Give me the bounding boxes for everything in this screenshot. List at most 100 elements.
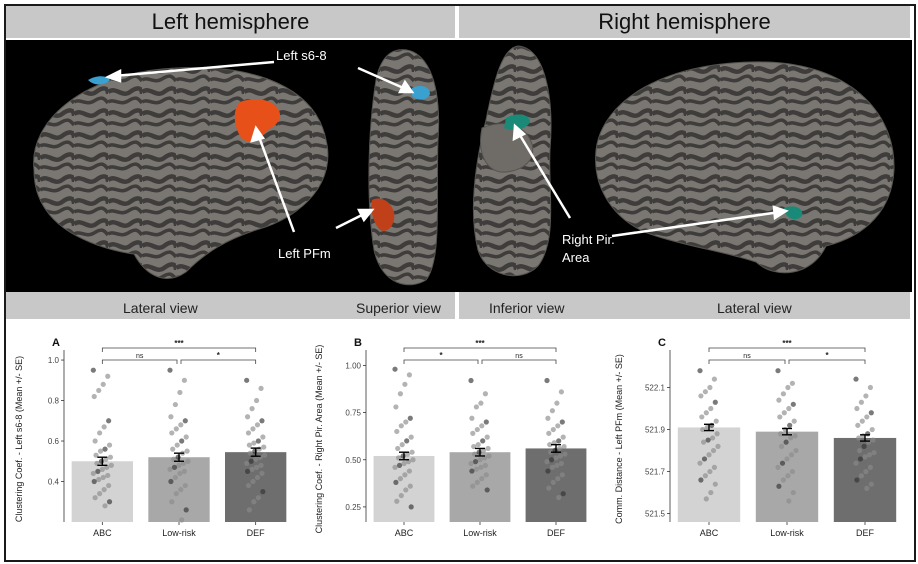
data-point xyxy=(101,487,107,493)
data-point xyxy=(473,466,479,472)
chart-c: C Comm. Distance - Left PFm (Mean +/- SE)… xyxy=(614,337,897,538)
data-point xyxy=(480,438,486,444)
data-point xyxy=(474,479,480,485)
data-point xyxy=(255,495,261,501)
data-point xyxy=(867,384,873,391)
data-point xyxy=(548,457,555,463)
data-point xyxy=(863,468,869,475)
data-point xyxy=(246,507,252,513)
data-point xyxy=(90,470,96,477)
data-point xyxy=(858,399,864,405)
data-point xyxy=(260,489,266,495)
significance-label: * xyxy=(825,351,829,360)
data-point xyxy=(250,478,256,485)
data-point xyxy=(701,439,707,445)
data-point xyxy=(392,366,398,372)
data-point xyxy=(104,464,110,470)
brain-renderings xyxy=(33,45,895,286)
data-point xyxy=(258,462,264,468)
bar-def xyxy=(525,448,587,522)
data-point xyxy=(866,452,873,458)
data-point xyxy=(711,464,717,470)
data-point xyxy=(105,373,111,379)
data-point xyxy=(484,487,490,493)
data-point xyxy=(172,474,178,481)
data-point xyxy=(553,455,559,461)
arrow-pir-inferior xyxy=(516,131,572,219)
data-point xyxy=(559,419,565,425)
significance-bracket xyxy=(101,359,178,364)
significance-bracket xyxy=(708,359,786,364)
data-point xyxy=(866,439,872,445)
data-point xyxy=(854,477,860,483)
significance-bracket xyxy=(101,347,257,352)
view-label-lateral-left: Lateral view xyxy=(123,300,198,316)
y-tick-label: 0.4 xyxy=(48,478,60,487)
data-point xyxy=(788,435,794,441)
data-point xyxy=(258,385,264,391)
data-point xyxy=(479,476,485,482)
data-point xyxy=(699,414,705,420)
chart-b: B Clustering Coef. - Right Pir. Area (Mea… xyxy=(314,337,587,538)
panel-label: B xyxy=(354,337,362,349)
label-left-pfm: Left PFm xyxy=(278,246,331,261)
data-point xyxy=(554,462,560,469)
data-point xyxy=(778,431,784,437)
data-point xyxy=(710,435,716,441)
data-point xyxy=(471,443,477,450)
data-point xyxy=(479,423,485,429)
arrowhead-pir-lateral xyxy=(772,205,789,221)
data-point xyxy=(556,438,562,444)
data-point xyxy=(559,472,565,478)
data-point xyxy=(167,367,173,373)
data-point xyxy=(106,442,113,448)
data-point xyxy=(546,430,552,436)
y-tick-label: 0.25 xyxy=(345,503,361,512)
data-point xyxy=(792,433,798,439)
data-point xyxy=(245,482,252,489)
data-point xyxy=(790,401,796,407)
arrowhead-s68-lateral xyxy=(104,68,122,83)
data-point xyxy=(91,478,97,485)
data-point xyxy=(476,449,482,455)
data-point xyxy=(175,454,181,460)
data-point xyxy=(483,472,489,478)
left-pfm-region xyxy=(234,99,281,142)
significance-label: ns xyxy=(515,353,523,360)
data-point xyxy=(177,389,183,396)
data-point xyxy=(97,430,103,436)
data-point xyxy=(184,448,190,454)
data-point xyxy=(177,470,183,477)
y-axis-label: Clustering Coef. - Right Pir. Area (Mean… xyxy=(314,345,324,534)
data-point xyxy=(558,389,564,395)
data-point xyxy=(172,401,178,408)
data-point xyxy=(787,422,793,428)
data-point xyxy=(557,453,564,459)
data-point xyxy=(244,377,250,383)
data-point xyxy=(101,424,107,430)
data-point xyxy=(701,456,708,462)
data-point xyxy=(249,406,255,412)
data-point xyxy=(469,415,475,421)
data-point xyxy=(179,517,185,523)
y-axis-label: Clustering Coef. - Left s6-8 (Mean +/- S… xyxy=(14,356,24,522)
data-point xyxy=(705,437,711,443)
label-right-pir-line2: Area xyxy=(562,250,590,265)
arrowhead-pfm-lateral xyxy=(250,125,266,143)
data-point xyxy=(550,479,556,485)
data-point xyxy=(785,473,791,479)
bar-def xyxy=(833,437,897,522)
significance-bracket xyxy=(708,347,866,352)
data-point xyxy=(98,458,105,464)
x-tick-label: ABC xyxy=(395,528,414,538)
data-point xyxy=(176,462,182,468)
y-tick-label: 521.9 xyxy=(645,426,666,435)
data-point xyxy=(486,453,492,459)
data-point xyxy=(92,495,98,501)
data-point xyxy=(698,393,704,399)
data-point xyxy=(854,405,860,412)
significance-label: *** xyxy=(174,339,184,348)
data-point xyxy=(698,477,704,483)
data-point xyxy=(254,422,261,428)
arrow-pfm-lateral xyxy=(256,133,296,233)
